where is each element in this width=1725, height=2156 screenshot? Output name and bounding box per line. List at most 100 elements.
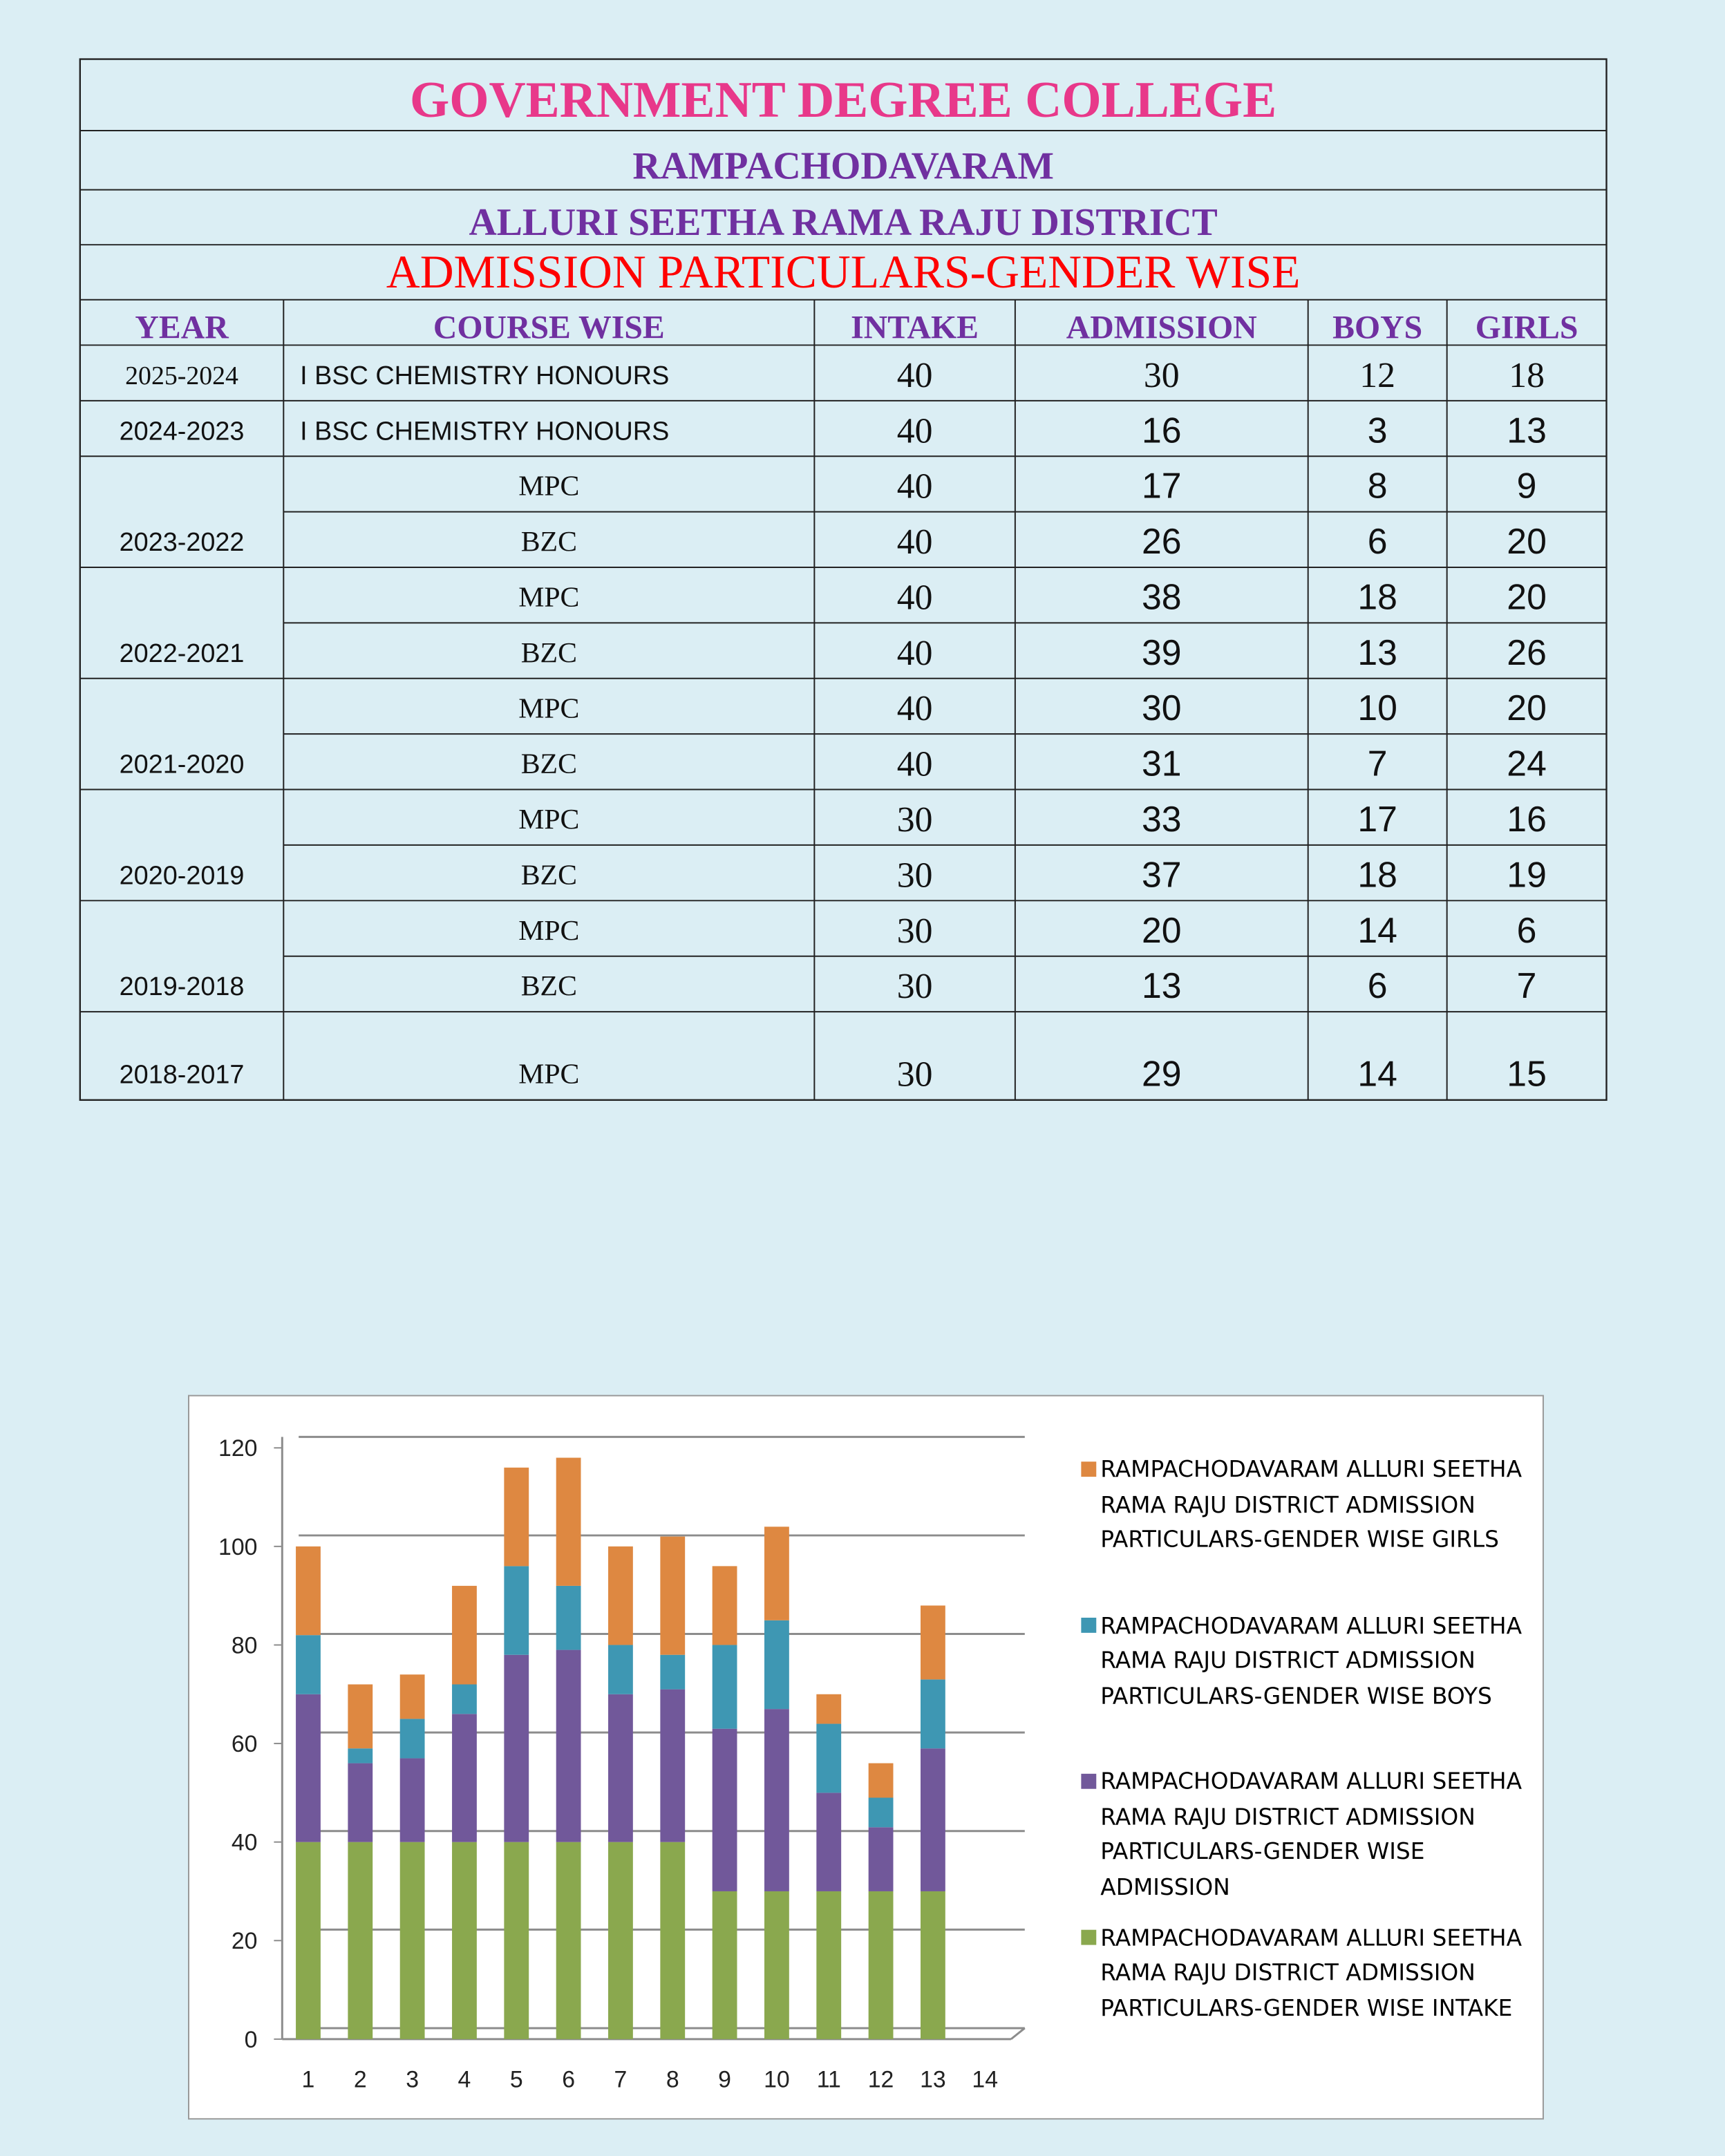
course-cell: BZC [521,637,577,669]
bar-segment [920,1891,945,2039]
number-cell: 16 [1507,799,1547,839]
column-header: INTAKE [851,309,979,346]
year-cell: 2020-2019 [120,861,245,890]
bar-segment [920,1605,945,1680]
subtitle: ADMISSION PARTICULARS-GENDER WISE [386,246,1301,298]
bar-segment [556,1585,581,1650]
x-tick-label: 6 [562,2067,575,2093]
number-cell: 40 [897,634,933,673]
number-cell: 30 [897,800,933,840]
y-tick-label: 60 [232,1731,258,1757]
number-cell: 40 [897,745,933,784]
column-header: GIRLS [1476,309,1578,346]
year-cell: 2018-2017 [120,1061,245,1090]
bar-segment [348,1748,373,1763]
number-cell: 15 [1507,1054,1547,1094]
table: YEAR COURSE WISE INTAKE ADMISSION BOYS GIRLS I… [79,299,1607,1100]
column-header: ADMISSION [1066,309,1257,346]
bar-segment [608,1694,633,1842]
bar-segment [348,1842,373,2039]
bar-segment [712,1566,737,1645]
number-cell: 19 [1507,854,1547,894]
year-cell: 2023-2022 [120,528,245,557]
number-cell: 9 [1517,466,1537,506]
course-cell: MPC [518,804,579,835]
number-cell: 40 [897,689,933,728]
course-cell: MPC [518,471,579,502]
number-cell: 30 [1144,356,1180,395]
bar-segment [816,1793,842,1891]
bar-segment [452,1714,477,1842]
course-cell: MPC [518,581,579,613]
number-cell: 33 [1142,799,1182,839]
bar-segment [399,1674,425,1719]
legend-swatch [1081,1773,1097,1789]
year-cell: 2021-2020 [120,750,245,779]
bar-segment [712,1645,737,1729]
legend-label: RAMPACHODAVARAM ALLURI SEETHA RAMA RAJU … [1100,1612,1523,1709]
number-cell: 14 [1357,910,1397,950]
y-tick-label: 100 [218,1534,257,1560]
bar-segment [868,1763,894,1798]
bar-segment [556,1842,581,2039]
bar-segment [868,1797,894,1828]
x-tick-label: 5 [510,2067,523,2093]
number-cell: 40 [897,522,933,562]
bar-segment [816,1723,842,1793]
bar-segment [764,1891,789,2039]
number-cell: 30 [1142,688,1182,728]
legend-entry: RAMPACHODAVARAM ALLURI SEETHA RAMA RAJU … [1100,1925,1522,2021]
number-cell: 8 [1368,466,1388,506]
course-cell: I BSC CHEMISTRY HONOURS [300,417,669,446]
place: RAMPACHODAVARAM [632,145,1054,188]
bar-segment [296,1546,321,1636]
x-tick-label: 12 [868,2067,894,2093]
number-cell: 40 [897,467,933,507]
number-cell: 17 [1357,799,1397,839]
bar-segment [399,1758,425,1842]
year-cell: 2022-2021 [120,639,245,668]
bar-segment [660,1654,686,1690]
number-cell: 13 [1507,410,1547,450]
table-frame [79,58,1608,1101]
x-tick-label: 4 [458,2067,471,2093]
bar-segment [504,1654,529,1842]
bar-segment [296,1842,321,2039]
y-tick-label: 80 [232,1632,258,1658]
legend-swatch [1081,1929,1097,1945]
number-cell: 17 [1142,466,1182,506]
number-cell: 13 [1142,965,1182,1005]
course-cell: MPC [518,692,579,724]
bar-segment [608,1842,633,2039]
bar-segment [764,1526,789,1620]
x-tick-label: 8 [666,2067,679,2093]
bar-segment [296,1694,321,1842]
x-tick-label: 7 [614,2067,628,2093]
number-cell: 10 [1357,688,1397,728]
legend-entry: RAMPACHODAVARAM ALLURI SEETHA RAMA RAJU … [1100,1456,1522,1552]
course-cell: BZC [521,970,577,1002]
bar-segment [712,1891,737,2039]
y-tick-label: 40 [232,1830,258,1856]
bar-segment [816,1891,842,2039]
bar-segment [452,1684,477,1714]
number-cell: 18 [1357,576,1397,616]
number-cell: 6 [1368,521,1388,561]
legend-label: RAMPACHODAVARAM ALLURI SEETHA RAMA RAJU … [1100,1768,1523,1900]
column-header: COURSE WISE [433,309,665,346]
number-cell: 20 [1507,521,1547,561]
bar-segment [608,1546,633,1645]
legend-swatch [1081,1462,1097,1477]
course-cell: BZC [521,748,577,780]
number-cell: 20 [1507,688,1547,728]
bar-segment [764,1709,789,1891]
number-cell: 3 [1368,410,1388,450]
number-cell: 29 [1142,1054,1182,1094]
number-cell: 13 [1357,632,1397,672]
y-tick-label: 120 [218,1435,257,1462]
year-cell: 2025-2024 [125,361,238,390]
bar-segment [868,1891,894,2039]
number-cell: 26 [1142,521,1182,561]
